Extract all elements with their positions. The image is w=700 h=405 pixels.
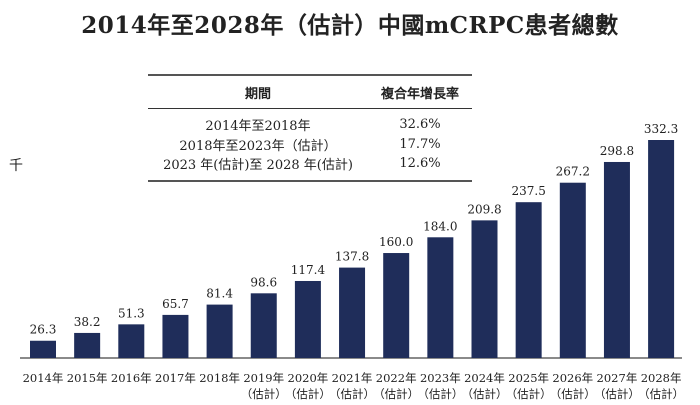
bar	[603, 161, 630, 358]
bar	[250, 293, 277, 358]
data-label: 332.3	[644, 122, 678, 136]
period: 2018年至2023年（估計）	[179, 138, 337, 154]
cagr-value: 32.6%	[399, 117, 441, 133]
x-tick-label: 2023年	[420, 371, 461, 385]
data-label: 298.8	[600, 144, 634, 158]
x-tick-sublabel: （估計）	[241, 387, 287, 401]
cagr-value: 12.6%	[399, 156, 441, 172]
x-tick-sublabel: （估計）	[329, 387, 375, 401]
header-period: 期間	[244, 86, 271, 102]
x-tick-label: 2027年	[597, 371, 638, 385]
bar	[74, 332, 101, 358]
x-tick-label: 2022年	[376, 371, 417, 385]
y-axis-unit: 千	[9, 158, 23, 174]
x-tick-label: 2026年	[552, 371, 593, 385]
cagr-row: 2014年至2018年 32.6%	[148, 115, 472, 135]
bar	[471, 220, 498, 358]
data-label: 117.4	[291, 263, 326, 277]
x-tick-sublabel: （估計）	[462, 387, 508, 401]
data-label: 51.3	[118, 306, 145, 320]
bar	[515, 202, 542, 358]
x-tick-label: 2017年	[155, 371, 196, 385]
x-tick-label: 2028年	[641, 371, 682, 385]
period: 2023 年(估計)至 2028 年(估計)	[163, 158, 353, 174]
data-label: 65.7	[162, 297, 189, 311]
data-label: 237.5	[511, 184, 545, 198]
x-tick-label: 2019年	[243, 371, 284, 385]
x-tick-label: 2020年	[288, 371, 329, 385]
cagr-row: 2018年至2023年（估計） 17.7%	[148, 135, 472, 155]
data-label: 137.8	[335, 250, 369, 264]
data-label: 184.0	[423, 219, 457, 233]
bar	[294, 280, 321, 358]
x-tick-sublabel: （估計）	[550, 387, 596, 401]
x-tick-label: 2021年	[332, 371, 373, 385]
data-label: 267.2	[556, 165, 590, 179]
data-label: 209.8	[467, 202, 501, 216]
bar	[118, 324, 145, 358]
data-label: 38.2	[74, 315, 101, 329]
bar	[206, 304, 233, 358]
cagr-table-header: 期間 複合年增長率	[148, 76, 472, 109]
x-tick-label: 2025年	[508, 371, 549, 385]
bar	[559, 182, 586, 358]
x-tick-label: 2018年	[199, 371, 240, 385]
x-tick-sublabel: （估計）	[417, 387, 463, 401]
chart-title: 2014年至2028年（估計）中國mCRPC患者總數	[81, 12, 619, 39]
data-label: 26.3	[30, 323, 57, 337]
bar	[339, 267, 366, 358]
bar	[383, 253, 410, 358]
bar	[162, 314, 189, 358]
x-tick-sublabel: （估計）	[506, 387, 552, 401]
header-cagr: 複合年增長率	[380, 86, 459, 102]
x-tick-sublabel: （估計）	[638, 387, 684, 401]
cagr-table: 期間 複合年增長率 2014年至2018年 32.6% 2018年至2023年（…	[148, 74, 472, 182]
data-label: 98.6	[250, 275, 277, 289]
period: 2014年至2018年	[205, 119, 311, 135]
x-tick-label: 2014年	[23, 371, 64, 385]
cagr-row: 2023 年(估計)至 2028 年(估計) 12.6%	[148, 154, 472, 174]
x-tick-label: 2024年	[464, 371, 505, 385]
x-tick-sublabel: （估計）	[285, 387, 331, 401]
x-tick-sublabel: （估計）	[373, 387, 419, 401]
data-label: 81.4	[206, 287, 233, 301]
bar	[30, 340, 56, 358]
bar	[427, 237, 454, 358]
x-tick-label: 2016年	[111, 371, 152, 385]
bar	[648, 140, 675, 358]
cagr-value: 17.7%	[399, 136, 441, 152]
x-tick-sublabel: （估計）	[594, 387, 640, 401]
x-tick-label: 2015年	[67, 371, 108, 385]
data-label: 160.0	[379, 235, 413, 249]
